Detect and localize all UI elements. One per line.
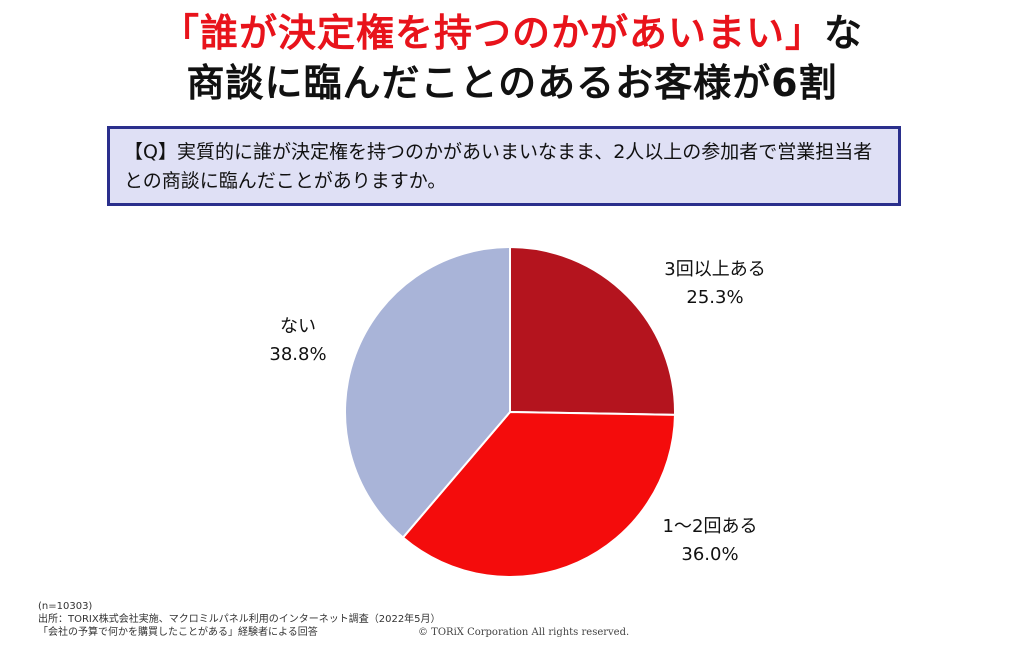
footer: (n=10303) 出所：TORIX株式会社実施、マクロミルパネル利用のインター… (38, 600, 441, 639)
slice-3plus (509, 245, 676, 416)
slice-label-1to2: 1～2回ある 36.0% (640, 513, 780, 569)
headline-highlight: 「誰が決定権を持つのかがあいまい」 (160, 11, 824, 55)
slice-label-3plus: 3回以上ある 25.3% (645, 256, 785, 312)
slice-value-3plus: 25.3% (686, 287, 744, 308)
slice-category-none: ない (280, 316, 316, 337)
headline-line2: 商談に臨んだことのあるお客様が6割 (186, 61, 838, 105)
slice-label-none: ない 38.8% (248, 313, 348, 369)
sample-size: (n=10303) (38, 601, 93, 612)
headline-suffix: な (824, 11, 864, 55)
slice-category-3plus: 3回以上ある (664, 259, 766, 280)
slice-none (344, 245, 511, 539)
headline: 「誰が決定権を持つのかがあいまい」な 商談に臨んだことのあるお客様が6割 (0, 8, 1024, 108)
respondent-note: 「会社の予算で何かを購買したことがある」経験者による回答 (38, 627, 318, 638)
slice-value-none: 38.8% (269, 344, 327, 365)
pie-chart (344, 245, 676, 578)
headline-line1: 「誰が決定権を持つのかがあいまい」な (0, 8, 1024, 58)
copyright: © TORiX Corporation All rights reserved. (418, 627, 630, 638)
question-box: 【Q】実質的に誰が決定権を持つのかがあいまいなまま、2人以上の参加者で営業担当者… (107, 126, 901, 206)
slice-value-1to2: 36.0% (681, 544, 739, 565)
slice-category-1to2: 1～2回ある (662, 516, 758, 537)
source-note: 出所：TORIX株式会社実施、マクロミルパネル利用のインターネット調査（2022… (38, 614, 441, 625)
slice-1to2 (401, 410, 676, 578)
